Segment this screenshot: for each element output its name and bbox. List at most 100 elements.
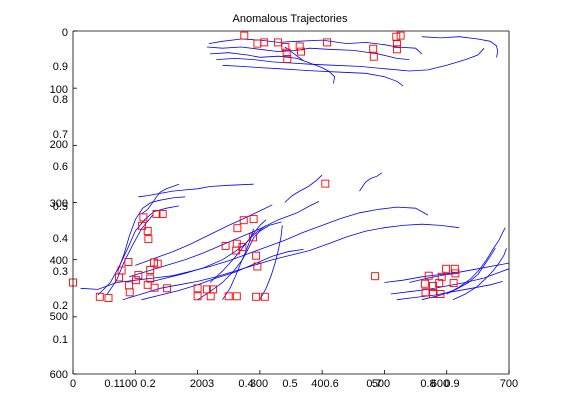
y-tick-label: 0.3 [53,266,68,278]
trajectory-31 [409,273,460,283]
anomaly-marker [295,42,304,51]
trajectory-5 [222,64,404,87]
trajectory-8 [80,206,429,290]
trajectory-28 [421,247,496,301]
anomaly-marker [134,271,143,280]
anomaly-marker [260,292,269,301]
anomaly-marker [158,209,167,218]
anomaly-marker [369,44,378,53]
trajectory-4 [216,47,485,72]
trajectory-15 [141,249,304,301]
anomaly-marker [193,292,202,301]
anomaly-marker [449,279,458,288]
trajectory-3 [209,52,336,84]
trajectory-16 [147,225,267,283]
x-tick-label: 0 [70,378,76,390]
trajectory-13 [128,201,320,278]
anomaly-marker [252,251,261,260]
anomaly-marker [392,40,401,49]
anomaly-marker [249,215,258,224]
trajectory-14 [135,204,273,266]
anomaly-marker [369,52,378,61]
anomaly-marker [232,292,241,301]
trajectory-22 [359,172,383,192]
anomaly-marker [437,272,446,281]
anomaly-marker [146,274,155,283]
anomaly-marker [139,213,148,222]
anomaly-marker [253,39,262,48]
chart-title: Anomalous Trajectories [233,13,348,25]
x-tick-label: 0.4 [238,378,253,390]
trajectory-10 [106,214,154,295]
anomaly-marker [429,282,437,290]
y-tick-label: 400 [50,255,68,267]
trajectory-1 [208,38,423,55]
trajectory-25 [384,262,510,283]
trajectory-19 [222,228,254,300]
anomaly-marker [323,38,332,47]
x-tick-label: 0.1100 0.2 [104,378,155,390]
y-tick-label: 0 [62,27,68,39]
trajectory-20 [259,225,283,300]
trajectory-9 [97,205,179,296]
anomaly-marker [206,292,215,301]
anomaly-marker [224,292,233,301]
anomaly-marker [273,38,282,47]
x-tick-label: 700 [500,378,518,390]
trajectory-21 [284,174,323,203]
anomaly-marker [281,43,290,51]
anomaly-marker [282,48,291,57]
anomaly-marker [144,235,153,244]
anomaly-marker [240,31,249,40]
anomaly-marker [421,288,430,297]
y-tick-label: 200 [50,139,68,151]
anomaly-marker [442,264,451,273]
anomaly-marker [283,55,292,63]
x-tick-label: 200 [190,378,208,390]
y-tick-label: 0.4 [53,233,68,245]
trajectory-29 [446,227,506,295]
anomaly-marker [451,269,460,278]
anomaly-marker [143,227,152,236]
anomaly-marker [252,292,261,301]
anomaly-marker [150,283,159,292]
x-tick-label: 600 [431,378,449,390]
y-tick-label: 0.8 [53,94,68,106]
anomaly-marker [396,31,405,40]
y-tick-label: 0.2 [53,300,68,312]
anomaly-marker [124,258,133,266]
anomaly-marker [450,264,459,273]
anomaly-marker [238,243,247,252]
x-tick-label: 0.5 [282,378,297,390]
y-tick-label: 500 [50,311,68,323]
y-tick-label: 300 [50,198,68,210]
trajectory-2 [206,46,410,60]
anomaly-marker [152,209,161,218]
plot-area [69,31,510,302]
anomaly-marker [146,266,155,274]
x-tick-label: 0.7 [366,378,381,390]
trajectory-11 [117,196,186,272]
anomaly-marker [125,281,134,290]
y-tick-label: 100 [50,84,68,96]
anomaly-marker [221,241,230,250]
anomaly-marker [233,224,242,233]
anomaly-marker [125,288,134,297]
anomaly-marker [115,273,124,282]
anomaly-marker [253,262,262,271]
anomaly-marker [104,294,113,302]
anomaly-marker [163,284,172,293]
x-tick-label: 3 [208,378,214,390]
trajectory-6 [421,36,499,58]
y-tick-label: 0.9 [53,61,68,73]
x-tick-label: 300 [250,378,268,390]
y-tick-label: 0.5 [53,201,68,213]
anomaly-marker [420,279,429,288]
trajectory-26 [390,268,510,295]
x-tick-label: 400.6 [311,378,339,390]
anomaly-marker [297,47,305,56]
anomaly-marker [138,221,147,230]
